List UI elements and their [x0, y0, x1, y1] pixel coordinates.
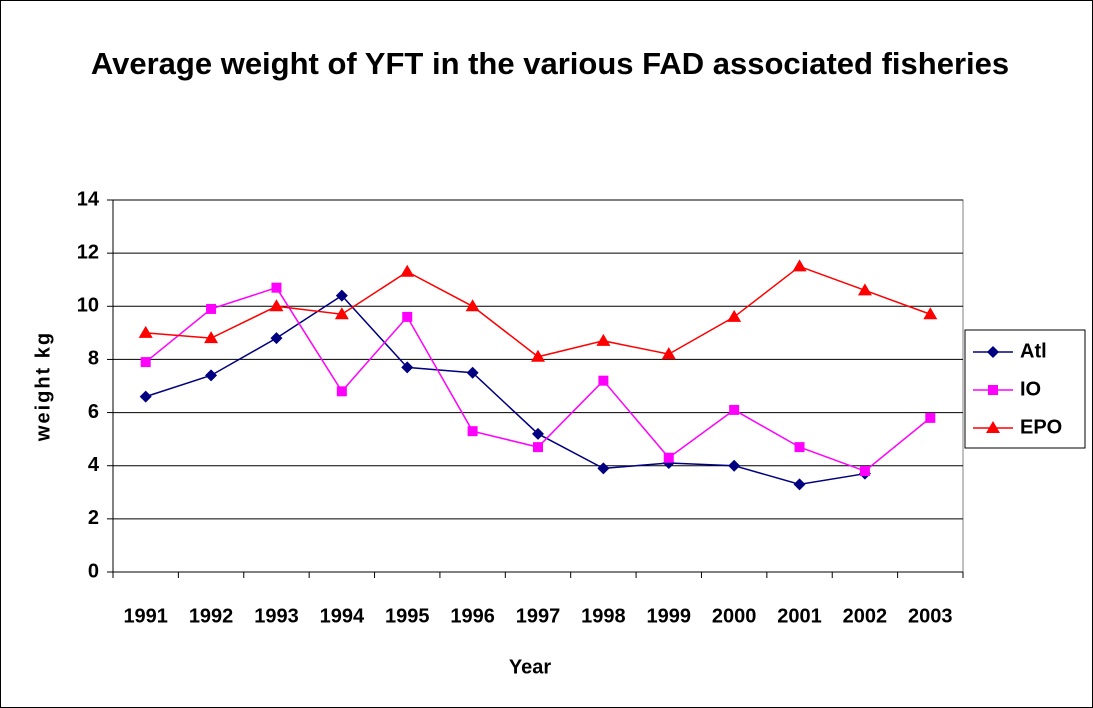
x-tick-label: 1999 [647, 605, 692, 627]
series-line [145, 294, 866, 486]
marker [531, 349, 545, 362]
x-tick-label: 2002 [843, 605, 888, 627]
marker [334, 307, 349, 320]
x-tick-label: 1998 [581, 605, 626, 627]
x-axis-title: Year [509, 656, 551, 678]
legend-marker [988, 385, 998, 395]
legend-label: IO [1020, 378, 1041, 400]
marker [793, 478, 806, 491]
marker [923, 307, 938, 320]
marker [661, 347, 676, 360]
marker [271, 282, 282, 293]
marker [139, 390, 152, 403]
marker [205, 369, 218, 382]
y-tick-label: 0 [88, 560, 99, 582]
x-tick-label: 1994 [320, 605, 365, 627]
marker [596, 333, 611, 346]
legend-marker [986, 421, 1000, 433]
x-tick-label: 1995 [385, 605, 430, 627]
y-tick-label: 8 [88, 348, 99, 370]
marker [532, 427, 544, 440]
x-tick-label: 1997 [516, 605, 561, 627]
y-tick-label: 6 [88, 401, 99, 423]
marker [598, 375, 609, 386]
marker [857, 283, 872, 296]
marker [465, 299, 480, 312]
marker [727, 309, 742, 322]
marker [728, 459, 741, 472]
marker [597, 462, 610, 475]
marker [859, 466, 870, 477]
x-tick-label: 1993 [254, 605, 299, 627]
y-tick-label: 4 [88, 454, 100, 476]
y-tick-label: 2 [88, 507, 99, 529]
y-axis-title: weight kg [32, 331, 54, 442]
x-tick-label: 2003 [908, 605, 953, 627]
legend-label: EPO [1020, 416, 1062, 438]
marker [401, 361, 414, 374]
marker [533, 442, 543, 453]
y-tick-label: 12 [77, 241, 99, 263]
legend-marker [987, 346, 999, 358]
marker [204, 331, 219, 344]
marker [794, 442, 805, 453]
marker [138, 325, 153, 338]
marker [336, 386, 347, 397]
marker [792, 259, 807, 272]
y-tick-label: 14 [77, 188, 100, 210]
x-tick-label: 1996 [450, 605, 495, 627]
x-tick-label: 1992 [189, 605, 234, 627]
y-tick-label: 10 [77, 295, 99, 317]
marker [467, 426, 478, 437]
chart-title: Average weight of YFT in the various FAD… [90, 46, 1010, 81]
marker [729, 404, 740, 415]
x-tick-label: 1991 [123, 605, 168, 627]
x-tick-label: 2001 [777, 605, 822, 627]
marker [402, 311, 413, 322]
marker [140, 357, 151, 368]
marker [400, 264, 415, 277]
marker [663, 452, 674, 463]
marker [206, 303, 217, 314]
x-tick-label: 2000 [712, 605, 757, 627]
legend-label: Atl [1020, 340, 1047, 362]
marker [270, 332, 283, 345]
marker [269, 299, 284, 312]
plot-area [112, 199, 964, 573]
marker [335, 289, 348, 302]
marker [466, 366, 479, 379]
marker [925, 412, 936, 423]
